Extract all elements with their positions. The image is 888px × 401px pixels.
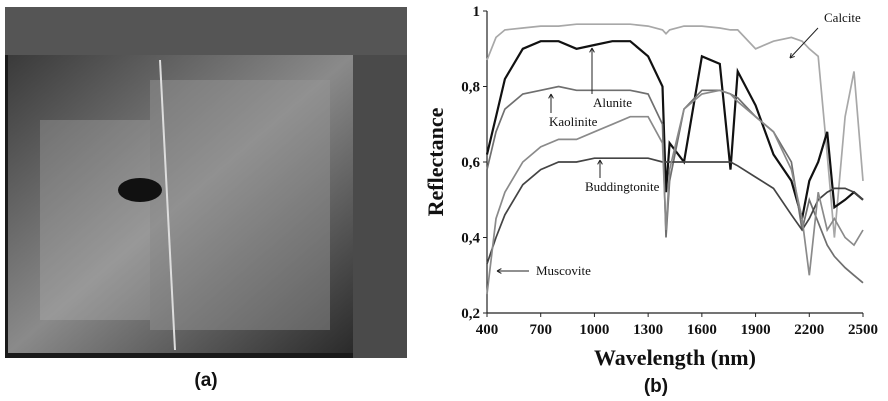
arrow-head xyxy=(589,47,595,53)
series-annotation: Calcite xyxy=(824,10,861,25)
series-line xyxy=(486,89,864,295)
x-tick-label: 2500 xyxy=(848,322,878,338)
x-tick-label: 1600 xyxy=(687,322,717,338)
y-axis-title: Reflectance xyxy=(423,107,448,216)
y-tick-label: 1 xyxy=(473,4,481,20)
series-annotation: Buddingtonite xyxy=(585,179,660,194)
arrow-head xyxy=(789,53,795,59)
panel-label: (b) xyxy=(644,376,668,397)
y-tick-label: 0,8 xyxy=(461,80,480,96)
x-tick-label: 2200 xyxy=(794,322,824,338)
series-annotation: Kaolinite xyxy=(549,114,598,129)
series-annotation: Muscovite xyxy=(536,263,591,278)
y-tick-label: 0,2 xyxy=(461,306,480,322)
x-tick-label: 700 xyxy=(529,322,552,338)
y-tick-label: 0,4 xyxy=(461,231,480,247)
x-tick-label: 1900 xyxy=(741,322,771,338)
panel-label: (a) xyxy=(194,370,217,391)
arrow-head xyxy=(548,93,554,99)
y-tick-label: 0,6 xyxy=(461,155,480,171)
x-tick-label: 400 xyxy=(476,322,499,338)
arrow-head xyxy=(496,268,502,274)
x-tick-label: 1300 xyxy=(633,322,663,338)
series-line xyxy=(486,23,864,238)
series-line xyxy=(486,85,864,284)
x-axis-title: Wavelength (nm) xyxy=(594,345,756,370)
annotation-arrow xyxy=(789,27,819,59)
satellite-image xyxy=(5,7,407,358)
x-tick-label: 1000 xyxy=(579,322,609,338)
arrow-head xyxy=(597,159,603,165)
series-line xyxy=(485,40,864,219)
series-annotation: Alunite xyxy=(593,95,632,110)
